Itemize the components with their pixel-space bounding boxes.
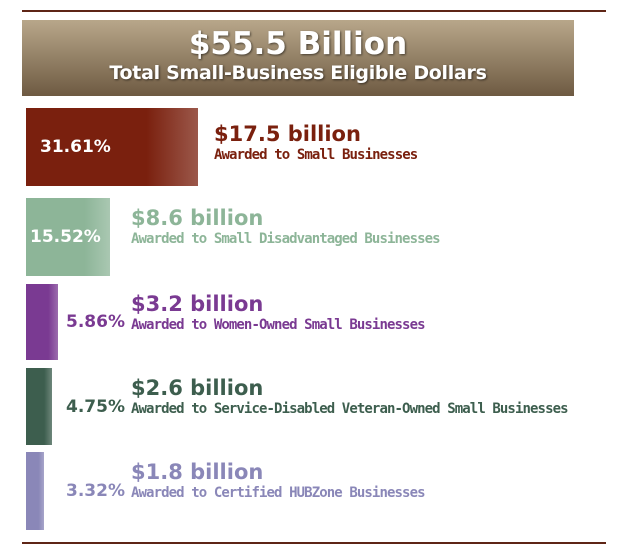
percent-label-2: 15.52% (30, 227, 101, 247)
bottom-rule (22, 542, 606, 544)
percent-label-1: 31.61% (40, 137, 111, 157)
total-header: $55.5 Billion Total Small-Business Eligi… (22, 20, 574, 96)
bar-3 (26, 284, 58, 360)
category-label-1: Awarded to Small Businesses (214, 147, 418, 163)
bar-2 (26, 198, 110, 276)
percent-label-4: 4.75% (66, 397, 125, 417)
top-rule (22, 10, 606, 12)
amount-label-1: $17.5 billion (214, 122, 361, 146)
category-label-5: Awarded to Certified HUBZone Businesses (131, 485, 426, 501)
percent-label-3: 5.86% (66, 312, 125, 332)
category-label-3: Awarded to Women-Owned Small Businesses (131, 317, 426, 333)
bar-1 (26, 108, 198, 186)
category-label-2: Awarded to Small Disadvantaged Businesse… (131, 231, 441, 247)
bar-4 (26, 368, 52, 445)
category-label-4: Awarded to Service-Disabled Veteran-Owne… (131, 401, 569, 417)
amount-label-4: $2.6 billion (131, 376, 264, 400)
amount-label-5: $1.8 billion (131, 460, 264, 484)
percent-label-5: 3.32% (66, 481, 125, 501)
amount-label-2: $8.6 billion (131, 206, 264, 230)
amount-label-3: $3.2 billion (131, 292, 264, 316)
total-subtitle: Total Small-Business Eligible Dollars (109, 62, 487, 84)
total-amount: $55.5 Billion (188, 26, 408, 62)
bar-5 (26, 452, 44, 530)
